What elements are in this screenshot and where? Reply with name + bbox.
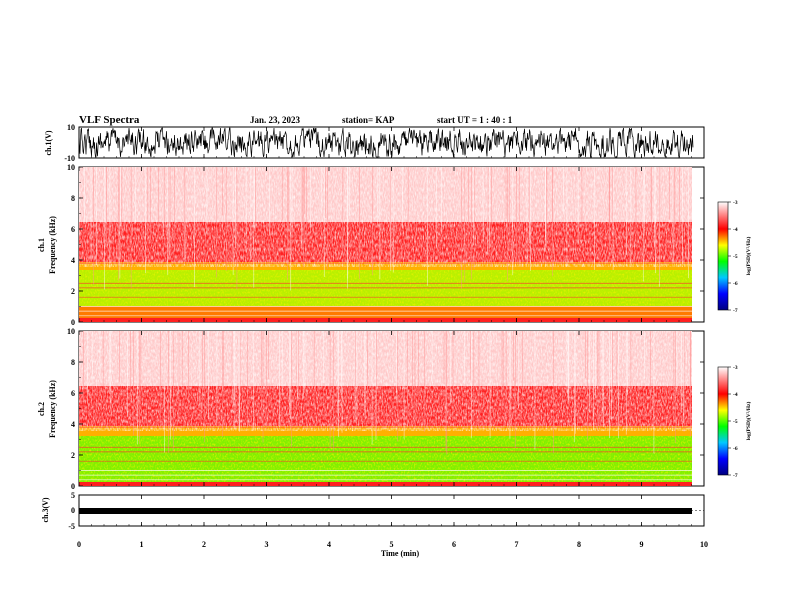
xtick-label: 0 bbox=[77, 540, 81, 549]
ch1-ytick-bottom: -10 bbox=[64, 154, 75, 163]
xtick-label: 6 bbox=[452, 540, 456, 549]
colorbar-label: log(PSD)(V²/Hz) bbox=[745, 402, 752, 441]
ch1-spec-sferics bbox=[79, 167, 689, 291]
xtick-label: 5 bbox=[390, 540, 394, 549]
xtick-label: 8 bbox=[577, 540, 581, 549]
colorbar-tick-label: -3 bbox=[733, 200, 738, 206]
time-axis: 0 1 2 3 4 5 6 7 8 9 10 bbox=[77, 127, 708, 549]
colorbar-tick-label: -6 bbox=[733, 281, 738, 287]
xtick-label: 1 bbox=[140, 540, 144, 549]
ch1-ylabel: ch.1(V) bbox=[44, 130, 53, 155]
colorbar-tick-label: -4 bbox=[733, 227, 738, 233]
xtick-label: 9 bbox=[640, 540, 644, 549]
ytick-label: 10 bbox=[67, 327, 75, 336]
ch2-spec-channel-label: ch.2 bbox=[37, 402, 46, 416]
ch2-spectrogram-panel: ch.2 Frequency (kHz) 0 2 4 6 8 10 bbox=[37, 327, 705, 491]
ytick-label: 6 bbox=[71, 225, 75, 234]
ch2-colorbar: -3 -4 -5 -6 -7 log(PSD)(V²/Hz) bbox=[717, 365, 752, 479]
ytick-label: 10 bbox=[67, 163, 75, 172]
xtick-label: 7 bbox=[515, 540, 519, 549]
ch1-spec-low-band bbox=[79, 306, 692, 318]
ch2-spec-sferics bbox=[83, 331, 691, 455]
colorbar-tick-label: -7 bbox=[733, 473, 738, 479]
ch2-spec-bottom-band bbox=[79, 482, 692, 486]
ch3-ylabel: ch.3(V) bbox=[41, 497, 50, 522]
colorbar-label: log(PSD)(V²/Hz) bbox=[745, 237, 752, 276]
ytick-label: 0 bbox=[71, 318, 75, 327]
start-time-label: start UT = 1 : 40 : 1 bbox=[437, 115, 513, 125]
colorbar-tick-label: -3 bbox=[733, 365, 738, 371]
colorbar-tick-label: -5 bbox=[733, 254, 738, 260]
ytick-label: 0 bbox=[71, 482, 75, 491]
ytick-label: 2 bbox=[71, 287, 75, 296]
ch3-waveform-trace bbox=[79, 508, 692, 514]
ytick-label: 4 bbox=[71, 256, 75, 265]
xtick-label: 4 bbox=[327, 540, 331, 549]
ch3-ytick-bottom: -5 bbox=[68, 522, 75, 531]
time-axis-label: Time (min) bbox=[381, 549, 420, 558]
ch1-waveform-trace bbox=[78, 127, 694, 159]
ch2-spec-noise bbox=[79, 331, 692, 431]
colorbar-tick-label: -6 bbox=[733, 446, 738, 452]
colorbar-tick-label: -4 bbox=[733, 392, 738, 398]
ch3-ytick-top: 5 bbox=[71, 491, 75, 500]
ch1-colorbar: -3 -4 -5 -6 -7 log(PSD)(V²/Hz) bbox=[717, 200, 752, 314]
ch3-waveform-panel: 5 0 -5 ch.3(V) bbox=[41, 491, 705, 531]
ch1-spectrogram-panel: ch.1 Frequency (kHz) 0 2 4 6 8 10 bbox=[37, 163, 705, 327]
ch1-spec-tones bbox=[79, 262, 692, 317]
date-label: Jan. 23, 2023 bbox=[250, 115, 301, 125]
ytick-label: 6 bbox=[71, 389, 75, 398]
colorbar-tick-label: -5 bbox=[733, 419, 738, 425]
ytick-label: 4 bbox=[71, 420, 75, 429]
xtick-label: 10 bbox=[700, 540, 708, 549]
ytick-label: 8 bbox=[71, 358, 75, 367]
colorbar-scale bbox=[717, 366, 729, 476]
ch2-spec-ylabel: Frequency (kHz) bbox=[48, 380, 57, 438]
ch1-spec-channel-label: ch.1 bbox=[37, 238, 46, 252]
ch1-spec-noise bbox=[79, 167, 692, 267]
xtick-label: 3 bbox=[265, 540, 269, 549]
ch1-spec-ylabel: Frequency (kHz) bbox=[48, 216, 57, 274]
ch1-ytick-top: 10 bbox=[67, 123, 75, 132]
colorbar-tick-label: -7 bbox=[733, 308, 738, 314]
ytick-label: 2 bbox=[71, 451, 75, 460]
ytick-label: 8 bbox=[71, 194, 75, 203]
colorbar-scale bbox=[717, 201, 729, 311]
ch2-spec-green-speckle bbox=[79, 436, 692, 482]
ch1-spec-bottom-band bbox=[79, 318, 692, 322]
station-label: station= KAP bbox=[342, 115, 395, 125]
ch1-waveform-panel: 10 -10 ch.1(V) bbox=[44, 123, 705, 163]
ch3-ytick-mid: 0 bbox=[71, 506, 75, 515]
xtick-label: 2 bbox=[202, 540, 206, 549]
ch2-spec-tones bbox=[79, 426, 692, 481]
figure-title: VLF Spectra bbox=[79, 114, 140, 126]
